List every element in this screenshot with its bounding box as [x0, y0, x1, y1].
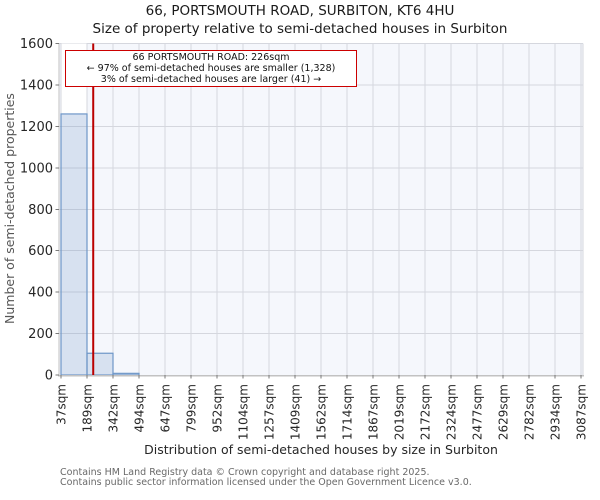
x-tick-label: 2019sqm [393, 384, 407, 440]
annotation-line-3: 3% of semi-detached houses are larger (4… [100, 74, 322, 86]
annotation-line-2: ← 97% of semi-detached houses are smalle… [86, 63, 336, 75]
x-tick-label: 37sqm [55, 384, 69, 425]
x-tick-label: 342sqm [107, 384, 121, 432]
y-tick-label: 800 [28, 203, 53, 218]
y-tick-label: 400 [28, 286, 53, 301]
y-tick-label: 200 [28, 327, 53, 342]
y-tick-label: 0 [45, 369, 53, 384]
x-tick-label: 2629sqm [497, 384, 511, 440]
annotation-line-1: 66 PORTSMOUTH ROAD: 226sqm [132, 52, 290, 63]
footer-line-1: Contains HM Land Registry data © Crown c… [60, 467, 430, 478]
x-tick-label: 1714sqm [341, 384, 355, 440]
x-tick-label: 647sqm [159, 384, 173, 432]
x-tick-label: 189sqm [81, 384, 95, 432]
x-tick-label: 1562sqm [315, 384, 329, 440]
x-tick-label: 2324sqm [445, 384, 459, 440]
x-axis-label: Distribution of semi-detached houses by … [144, 442, 498, 457]
x-tick-label: 3087sqm [575, 384, 589, 440]
y-tick-label: 600 [28, 244, 53, 259]
chart-subtitle: Size of property relative to semi-detach… [92, 21, 508, 37]
x-tick-label: 2782sqm [523, 384, 537, 440]
y-tick-label: 1000 [20, 161, 53, 176]
x-tick-label: 2477sqm [471, 384, 485, 440]
x-tick-label: 799sqm [185, 384, 199, 432]
x-tick-label: 1257sqm [263, 384, 277, 440]
x-tick-label: 952sqm [211, 384, 225, 432]
histogram-bar [60, 113, 88, 376]
x-tick-label: 1867sqm [367, 384, 381, 440]
histogram-bar [112, 372, 140, 376]
y-tick-label: 1200 [20, 120, 53, 135]
footer-line-2: Contains public sector information licen… [60, 477, 472, 489]
x-tick-label: 1104sqm [237, 384, 251, 440]
marker-annotation-box: 66 PORTSMOUTH ROAD: 226sqm ← 97% of semi… [65, 50, 357, 87]
attribution-footer: Contains HM Land Registry data © Crown c… [60, 467, 472, 489]
x-tick-label: 1409sqm [289, 384, 303, 440]
x-tick-label: 2934sqm [549, 384, 563, 440]
x-tick-label: 494sqm [133, 384, 147, 432]
y-tick-label: 1400 [20, 78, 53, 93]
chart-title: 66, PORTSMOUTH ROAD, SURBITON, KT6 4HU [145, 3, 455, 19]
y-tick-label: 1600 [20, 37, 53, 52]
histogram-bar [86, 352, 114, 376]
x-tick-label: 2172sqm [419, 384, 433, 440]
